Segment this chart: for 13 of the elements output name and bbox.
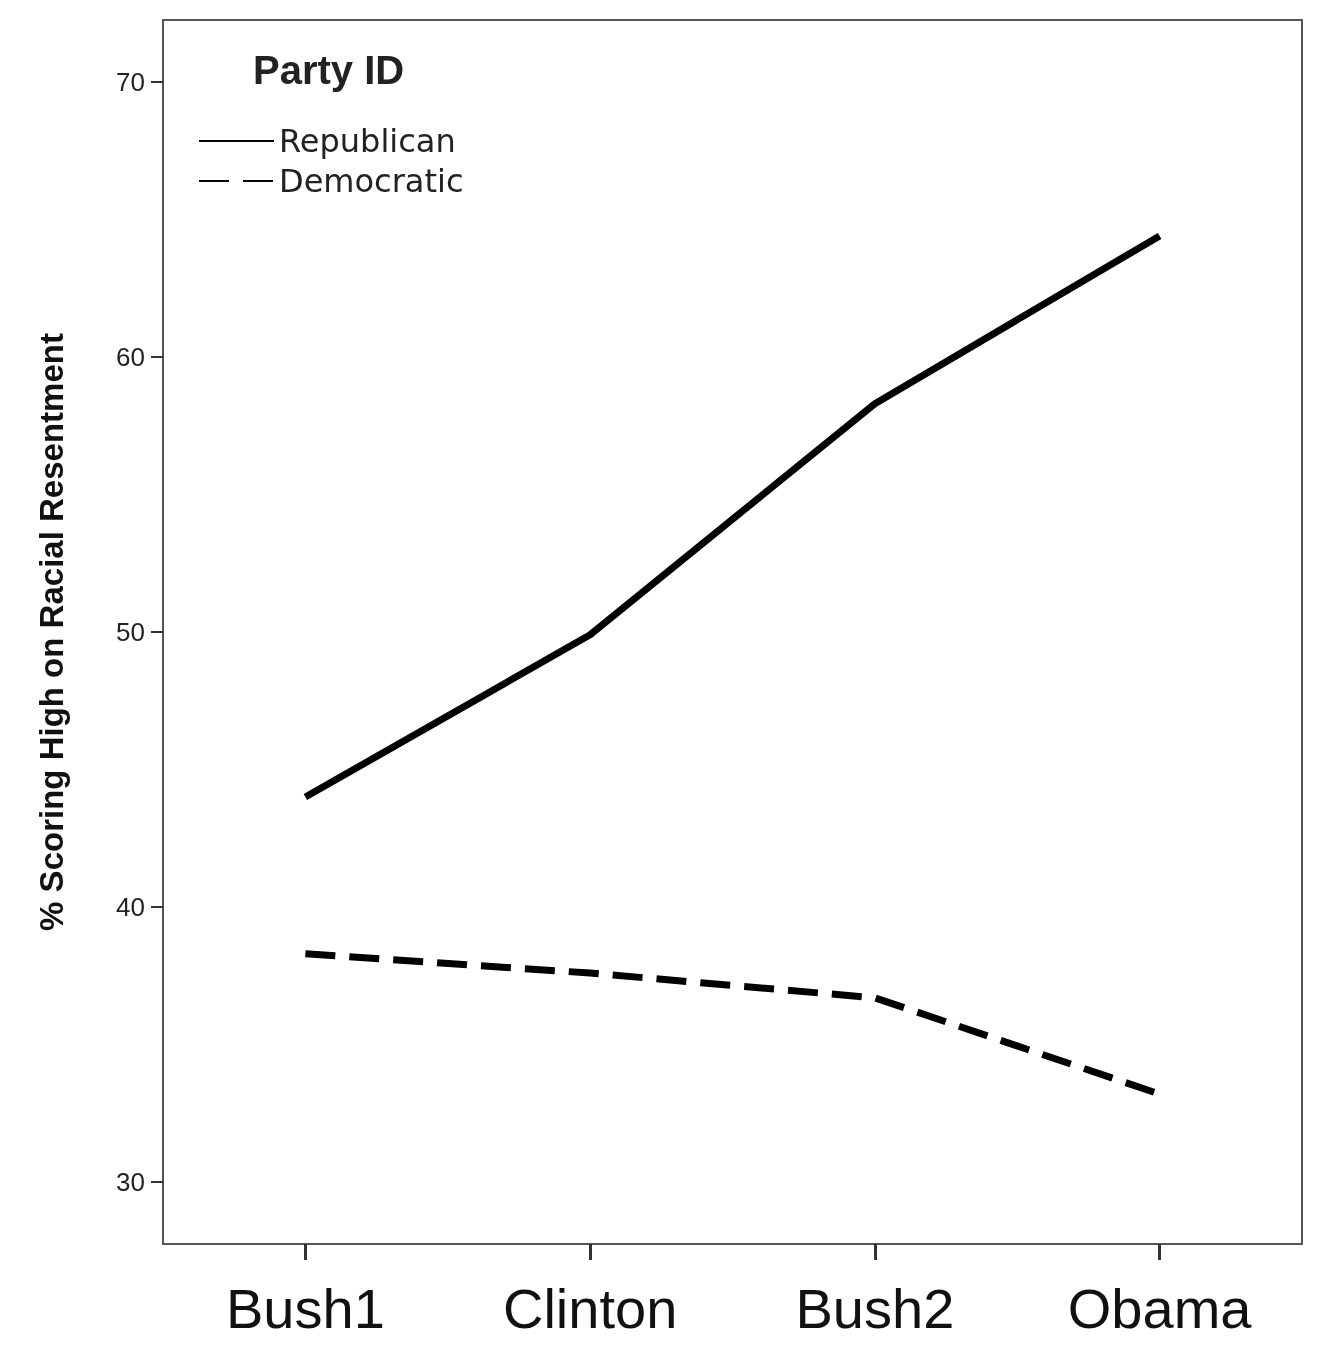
y-tick-label: 40 [116, 892, 145, 923]
y-tick-label: 60 [116, 341, 145, 372]
legend-label: Democratic [279, 162, 464, 200]
legend-title: Party ID [253, 48, 405, 92]
y-tick-label: 70 [116, 66, 145, 97]
x-tick-label: Bush1 [225, 1276, 385, 1340]
y-tick-label: 50 [116, 617, 145, 647]
y-axis-title: % Scoring High on Racial Resentment [33, 333, 70, 931]
x-tick-label: Obama [1067, 1276, 1253, 1340]
x-tick-label: Bush2 [795, 1276, 955, 1340]
legend-label: Republican [279, 122, 456, 160]
x-tick-label: Clinton [502, 1276, 678, 1340]
y-tick-label: 30 [116, 1167, 145, 1198]
